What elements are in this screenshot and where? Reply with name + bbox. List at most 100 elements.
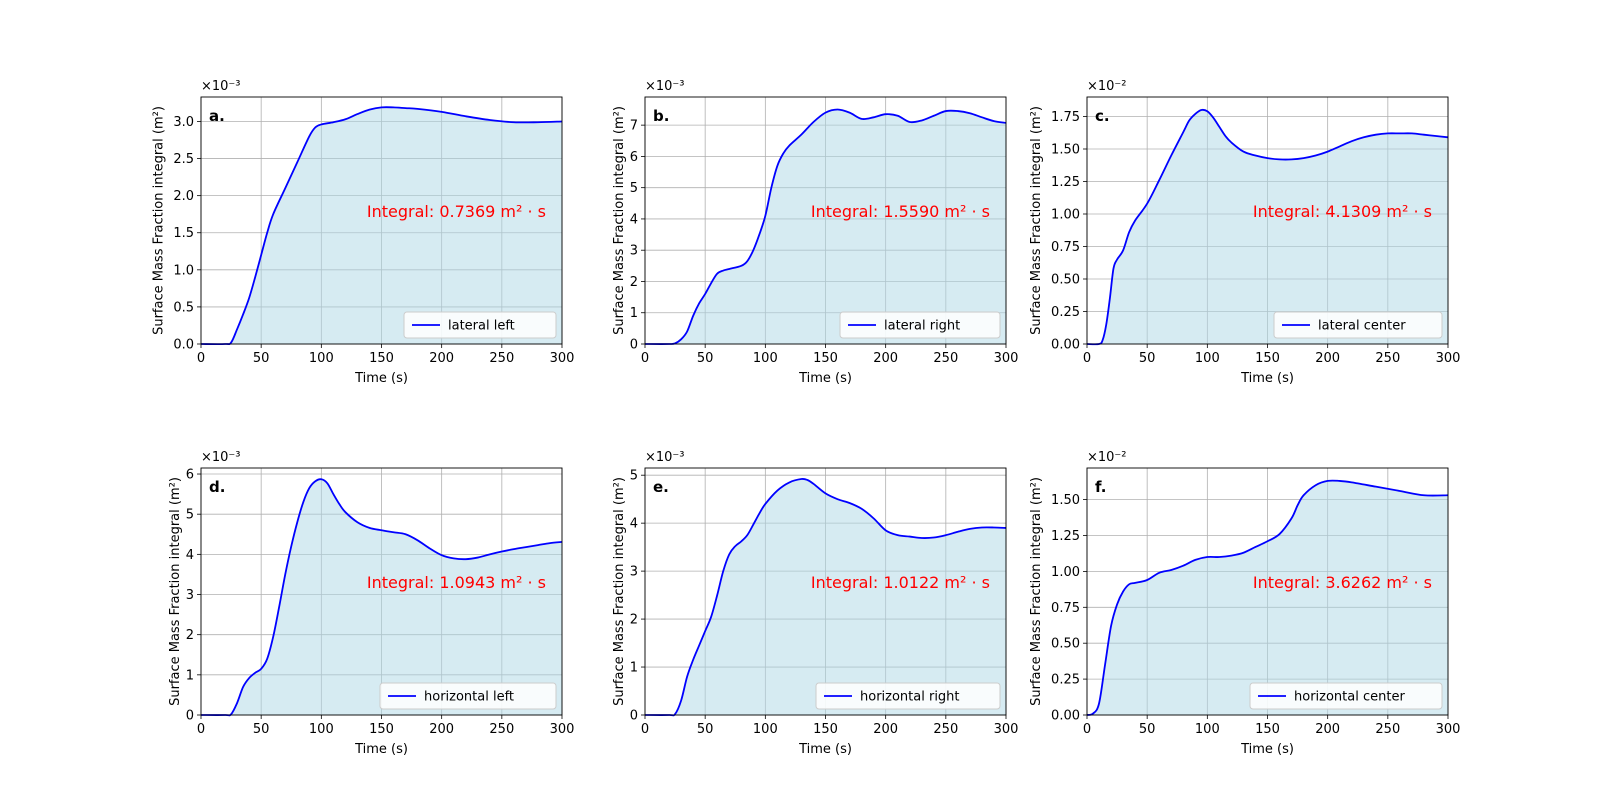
y-tick-label: 2.5 [173, 152, 194, 167]
panel-letter: b. [653, 107, 669, 125]
panel-letter: f. [1095, 478, 1106, 496]
legend-box [403, 311, 557, 339]
y-tick-label: 2 [630, 275, 638, 290]
y-tick-label: 0.25 [1051, 673, 1080, 688]
x-tick-label: 0 [197, 722, 205, 737]
y-tick-label: 0 [186, 709, 194, 724]
legend-label: lateral left [448, 319, 515, 334]
x-tick-label: 100 [1195, 351, 1220, 366]
y-tick-label: 1 [630, 661, 638, 676]
y-tick-label: 1.50 [1051, 493, 1080, 508]
series-area-fill [645, 109, 1006, 345]
x-tick-label: 100 [753, 351, 778, 366]
legend-label: horizontal left [424, 690, 514, 705]
y-tick-label: 5 [630, 181, 638, 196]
y-tick-label: 1.0 [173, 263, 194, 278]
y-axis-label: Surface Mass Fraction integral (m²) [1029, 477, 1044, 706]
x-tick-label: 0 [641, 722, 649, 737]
series-area-fill [201, 107, 562, 345]
y-tick-label: 5 [630, 469, 638, 484]
x-tick-label: 300 [1436, 351, 1461, 366]
y-tick-label: 3 [630, 244, 638, 259]
integral-annotation: Integral: 3.6262 m² · s [1253, 573, 1432, 592]
integral-annotation: Integral: 1.5590 m² · s [811, 202, 990, 221]
x-tick-label: 250 [489, 351, 514, 366]
x-axis-label: Time (s) [798, 371, 852, 386]
integral-annotation: Integral: 4.1309 m² · s [1253, 202, 1432, 221]
series-line [644, 477, 1007, 717]
y-tick-label: 0.75 [1051, 601, 1080, 616]
y-tick-label: 0.75 [1051, 240, 1080, 255]
y-tick-label: 1.25 [1051, 529, 1080, 544]
x-tick-label: 300 [550, 722, 575, 737]
x-tick-label: 150 [369, 351, 394, 366]
series-line [200, 106, 563, 346]
y-tick-label: 1.25 [1051, 175, 1080, 190]
y-tick-label: 2.0 [173, 189, 194, 204]
chart-panel: 0 50 100 150 200 250 300 0.0 0.5 1.0 1.5 2.0 2.5 3.0 ×… [151, 79, 574, 386]
legend-label: horizontal center [1294, 690, 1405, 705]
y-tick-label: 1.75 [1051, 110, 1080, 125]
x-tick-label: 50 [253, 722, 270, 737]
y-tick-label: 6 [630, 150, 638, 165]
axis-exponent-label: ×10⁻² [1087, 450, 1127, 465]
y-tick-label: 6 [186, 468, 194, 483]
series-area-fill [645, 478, 1006, 716]
legend-box [1249, 682, 1443, 710]
axis-exponent-label: ×10⁻³ [645, 79, 685, 94]
y-tick-label: 1.00 [1051, 565, 1080, 580]
x-tick-label: 200 [1315, 351, 1340, 366]
chart-panel: 0 50 100 150 200 250 300 0.00 0.25 0.50 0.75 1.00 1.… [1029, 450, 1460, 757]
y-tick-label: 0 [630, 709, 638, 724]
x-tick-label: 50 [697, 351, 714, 366]
legend-box [839, 311, 1001, 339]
integral-annotation: Integral: 0.7369 m² · s [367, 202, 546, 221]
x-axis-label: Time (s) [1240, 371, 1294, 386]
x-tick-label: 150 [813, 722, 838, 737]
x-tick-label: 50 [253, 351, 270, 366]
y-tick-label: 0.50 [1051, 273, 1080, 288]
x-tick-label: 250 [933, 351, 958, 366]
y-axis-label: Surface Mass Fraction integral (m²) [612, 106, 627, 335]
y-tick-label: 1.5 [173, 226, 194, 241]
y-tick-label: 0.5 [173, 300, 194, 315]
x-tick-label: 100 [1195, 722, 1220, 737]
panel-letter: d. [209, 478, 225, 496]
x-tick-label: 100 [753, 722, 778, 737]
integral-annotation: Integral: 1.0943 m² · s [367, 573, 546, 592]
x-tick-label: 0 [197, 351, 205, 366]
y-tick-label: 7 [630, 119, 638, 134]
axis-exponent-label: ×10⁻³ [201, 79, 241, 94]
y-tick-label: 0.50 [1051, 637, 1080, 652]
chart-panel: 0 50 100 150 200 250 300 0 1 2 3 4 5 6 ×10⁻³ Time (s) Su… [168, 450, 575, 757]
panel-letter: a. [209, 107, 225, 125]
y-axis-label: Surface Mass Fraction integral (m²) [168, 477, 183, 706]
x-tick-label: 0 [641, 351, 649, 366]
x-tick-label: 250 [1375, 351, 1400, 366]
y-tick-label: 1 [630, 306, 638, 321]
x-tick-label: 0 [1083, 351, 1091, 366]
x-tick-label: 300 [994, 722, 1019, 737]
x-tick-label: 200 [873, 351, 898, 366]
y-tick-label: 5 [186, 508, 194, 523]
legend-box [1273, 311, 1443, 339]
y-tick-label: 3.0 [173, 115, 194, 130]
y-tick-label: 0 [630, 338, 638, 353]
x-tick-label: 50 [1139, 351, 1156, 366]
chart-panel: 0 50 100 150 200 250 300 0 1 2 3 4 5 ×10⁻³ Time (s) Sur… [612, 450, 1019, 757]
legend-label: horizontal right [860, 690, 960, 705]
x-tick-label: 250 [489, 722, 514, 737]
y-tick-label: 0.25 [1051, 305, 1080, 320]
y-axis-label: Surface Mass Fraction integral (m²) [151, 106, 166, 335]
y-tick-label: 0.0 [173, 338, 194, 353]
y-tick-label: 4 [630, 212, 638, 227]
axis-exponent-label: ×10⁻³ [201, 450, 241, 465]
series-line [1086, 479, 1449, 716]
y-tick-label: 4 [630, 517, 638, 532]
y-tick-label: 4 [186, 548, 194, 563]
legend-label: lateral center [1318, 319, 1406, 334]
legend-label: lateral right [884, 319, 960, 334]
y-tick-label: 0.00 [1051, 338, 1080, 353]
y-axis-label: Surface Mass Fraction integral (m²) [612, 477, 627, 706]
